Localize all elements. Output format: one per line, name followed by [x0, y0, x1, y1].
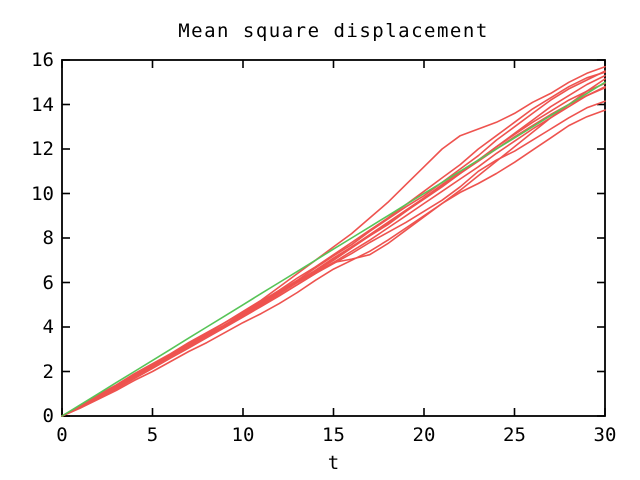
series-msd-walk-9 [61, 100, 606, 417]
series-msd-walk-4 [61, 74, 606, 417]
y-tick-label: 16 [31, 49, 54, 71]
x-axis-label: t [327, 452, 340, 474]
y-tick-label: 10 [31, 182, 54, 205]
y-tick-label: 12 [31, 138, 54, 160]
y-tick-label: 14 [31, 93, 54, 116]
plot-frame [61, 59, 606, 417]
series-msd-walk-3 [61, 71, 606, 417]
series-linear-reference-t-over-2 [61, 81, 606, 417]
chart-title: Mean square displacement [178, 20, 489, 42]
series-msd-walk-2 [61, 70, 606, 417]
x-tick-label: 0 [56, 424, 68, 446]
y-tick-label: 6 [42, 271, 54, 294]
series-msd-walk-1 [61, 65, 606, 417]
x-tick-label: 20 [412, 424, 436, 446]
x-tick-label: 10 [231, 424, 255, 446]
series-msd-walk-10 [61, 109, 606, 417]
y-tick-label: 0 [42, 405, 54, 427]
x-tick-label: 5 [146, 424, 159, 446]
y-tick-label: 8 [42, 227, 54, 249]
y-tick-label: 2 [42, 360, 54, 383]
x-tick-label: 15 [322, 424, 345, 446]
x-tick-label: 25 [503, 424, 526, 446]
y-tick-label: 4 [42, 316, 54, 338]
x-tick-label: 30 [593, 424, 617, 446]
